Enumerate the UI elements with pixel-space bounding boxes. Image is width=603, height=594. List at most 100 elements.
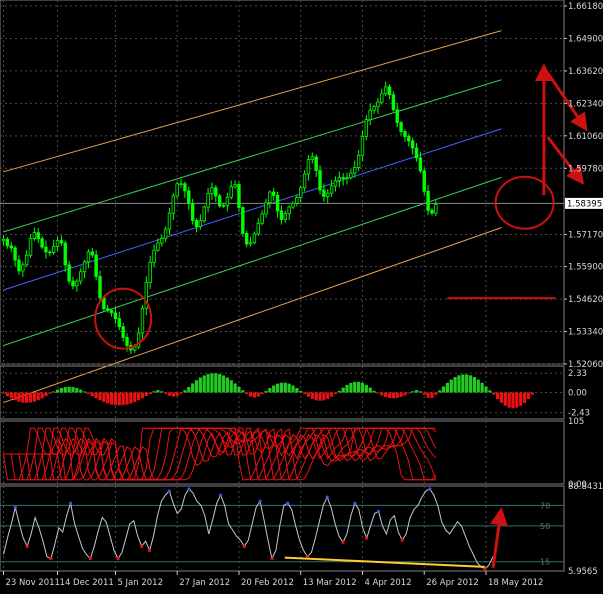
price-tick-label: 1.62340 bbox=[568, 99, 603, 109]
candle-body-down bbox=[121, 326, 125, 338]
candle-body-down bbox=[187, 190, 191, 204]
candle-body-down bbox=[106, 308, 110, 311]
hist-bar-negative bbox=[260, 392, 264, 395]
osc-tick-label: 0.00 bbox=[568, 480, 587, 490]
candle bbox=[36, 228, 40, 243]
candle bbox=[333, 176, 338, 192]
candle-body-down bbox=[217, 195, 222, 207]
hist-bar-positive bbox=[63, 387, 67, 393]
histogram-axis: 2.33 0.00 -2.43 bbox=[568, 369, 590, 418]
rsi-trough-dot bbox=[25, 544, 29, 548]
candle-body-up bbox=[310, 156, 314, 161]
hist-bar-negative bbox=[395, 392, 399, 398]
candle-body-down bbox=[422, 170, 426, 192]
hist-bar-negative bbox=[380, 392, 384, 396]
hist-bar-negative bbox=[495, 392, 500, 400]
hist-bar-negative bbox=[391, 392, 395, 399]
candle bbox=[418, 151, 423, 174]
hist-bar-positive bbox=[156, 390, 160, 393]
hist-bar-positive bbox=[59, 388, 63, 393]
hist-bar-positive bbox=[360, 382, 365, 393]
candle bbox=[221, 203, 226, 208]
candle-body-down bbox=[67, 264, 71, 282]
candle bbox=[179, 178, 183, 188]
hist-bar-negative bbox=[376, 392, 380, 394]
candle-body-down bbox=[117, 318, 121, 328]
candle-body-up bbox=[156, 242, 160, 251]
hist-bar-positive bbox=[75, 388, 79, 393]
candle bbox=[372, 104, 376, 114]
candle-body-down bbox=[13, 247, 17, 261]
price-circles bbox=[94, 175, 555, 350]
rsi-peak-dot bbox=[187, 487, 191, 491]
hist-bar-positive bbox=[152, 391, 156, 393]
candle bbox=[21, 261, 25, 277]
hist-bar-negative bbox=[17, 392, 21, 402]
candle-body-up bbox=[291, 202, 295, 208]
channel-middle bbox=[3, 128, 502, 291]
candle-body-up bbox=[21, 264, 25, 272]
hist-bar-negative bbox=[526, 392, 531, 400]
rsi-trough-dot bbox=[116, 557, 120, 561]
candle bbox=[252, 231, 257, 245]
candle-body-up bbox=[264, 202, 268, 215]
hist-bar-positive bbox=[299, 390, 303, 393]
candle-body-up bbox=[198, 220, 203, 227]
rsi-trough-dot bbox=[88, 557, 92, 561]
candle bbox=[55, 236, 60, 252]
candle-body-down bbox=[48, 251, 52, 254]
may-low-circle bbox=[494, 175, 555, 230]
candle-body-up bbox=[372, 106, 376, 111]
candle bbox=[198, 214, 203, 230]
candle bbox=[148, 255, 152, 289]
rsi-annotations bbox=[284, 507, 508, 569]
candle-body-down bbox=[98, 276, 102, 299]
price-axis: 1.66180 1.64900 1.63620 1.62340 1.61060 1.597… bbox=[564, 2, 603, 370]
candle-body-up bbox=[79, 271, 83, 282]
hist-bar-positive bbox=[67, 386, 71, 393]
candle bbox=[295, 194, 299, 207]
candle bbox=[44, 240, 48, 259]
hist-bar-negative bbox=[507, 392, 511, 408]
rsi-peak-dot bbox=[286, 501, 290, 505]
candle-body-up bbox=[51, 246, 56, 253]
hist-bar-negative bbox=[140, 392, 145, 399]
hist-bar-positive bbox=[275, 383, 280, 393]
rsi-up-arrow bbox=[490, 507, 508, 569]
candle bbox=[268, 190, 272, 209]
candle bbox=[314, 154, 318, 178]
rsi-level-label: 50 bbox=[540, 522, 550, 531]
hist-bar-negative bbox=[248, 392, 253, 397]
time-tick-label: 14 Dec 2011 bbox=[60, 578, 114, 588]
hist-bar-positive bbox=[418, 391, 422, 393]
candle-body-up bbox=[333, 180, 338, 187]
candle bbox=[391, 91, 396, 112]
channel-inner-upper bbox=[3, 79, 502, 233]
rsi-peak-dot bbox=[258, 499, 262, 503]
candle-body-up bbox=[160, 237, 164, 244]
hist-bar-negative bbox=[167, 392, 172, 396]
candle bbox=[376, 97, 380, 114]
hist-bar-positive bbox=[79, 389, 83, 393]
price-tick-label: 1.57170 bbox=[568, 230, 603, 240]
candle bbox=[233, 180, 237, 189]
hist-bar-positive bbox=[337, 390, 341, 393]
hist-bar-negative bbox=[102, 392, 106, 402]
hist-bar-positive bbox=[472, 377, 477, 393]
candle bbox=[306, 155, 311, 181]
hist-bar-negative bbox=[499, 392, 504, 403]
rsi-trough-dot bbox=[270, 557, 274, 561]
hist-bar-positive bbox=[341, 387, 345, 393]
hist-bar-negative bbox=[314, 392, 318, 401]
hist-bar-positive bbox=[445, 382, 449, 393]
candle bbox=[109, 308, 114, 317]
hist-bar-negative bbox=[25, 392, 29, 403]
hist-bar-negative bbox=[90, 392, 94, 397]
candle bbox=[5, 237, 10, 249]
candle-body-down bbox=[190, 203, 195, 221]
candle-body-down bbox=[414, 147, 419, 159]
candle bbox=[136, 327, 141, 350]
hist-bar-positive bbox=[191, 383, 195, 393]
hist-bar-positive bbox=[349, 382, 353, 393]
